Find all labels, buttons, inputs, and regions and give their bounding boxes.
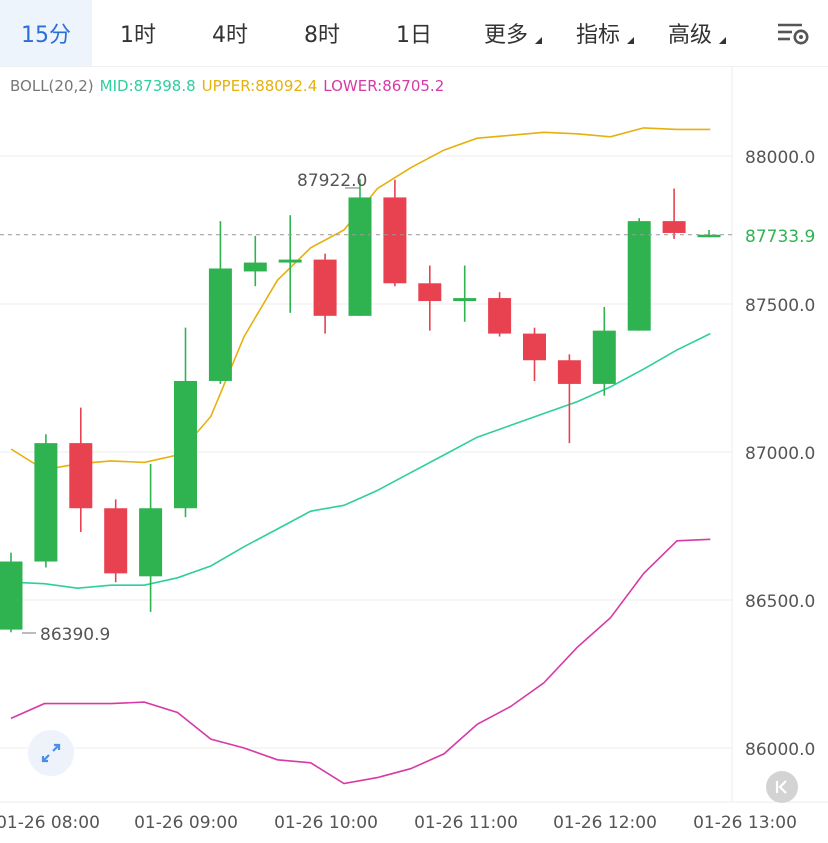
chart-settings-icon[interactable] xyxy=(776,18,810,48)
caret-icon xyxy=(719,37,726,44)
candle-body xyxy=(557,360,581,384)
boll-legend: BOLL(20,2) MID:87398.8 UPPER:88092.4 LOWER:… xyxy=(10,77,450,95)
candle-body xyxy=(34,443,58,562)
tab-4h[interactable]: 4时 xyxy=(184,0,276,66)
candle-body xyxy=(418,283,442,302)
x-tick-label: 01-26 12:00 xyxy=(553,813,657,833)
x-tick-label: 01-26 09:00 xyxy=(134,813,238,833)
tab-15m[interactable]: 15分 xyxy=(0,0,92,66)
boll-lower-label: LOWER:86705.2 xyxy=(323,77,445,95)
x-tick-label: 01-26 13:00 xyxy=(693,813,797,833)
x-tick-label: 01-26 10:00 xyxy=(274,813,378,833)
candle-body xyxy=(697,234,721,238)
boll-mid-label: MID:87398.8 xyxy=(99,77,196,95)
boll-lower-line xyxy=(10,538,711,785)
candle-body xyxy=(313,259,337,316)
tab-label: 15分 xyxy=(21,23,71,48)
candle-body xyxy=(383,197,407,284)
candle-body xyxy=(592,330,616,384)
tab-1d[interactable]: 1日 xyxy=(368,0,460,66)
candle-body xyxy=(662,221,686,233)
tab-label: 8时 xyxy=(304,23,340,48)
tab-1h[interactable]: 1时 xyxy=(92,0,184,66)
candle-body xyxy=(453,298,477,302)
candle-body xyxy=(208,268,232,381)
expand-icon[interactable] xyxy=(28,730,74,776)
tab-advanced[interactable]: 高级 xyxy=(644,0,736,66)
candle-body xyxy=(0,561,23,630)
x-tick-label: 01-26 08:00 xyxy=(0,813,100,833)
tab-label: 指标 xyxy=(575,23,620,48)
candle-body xyxy=(104,508,128,574)
y-tick-label: 87500.0 xyxy=(745,296,815,316)
candle-body xyxy=(348,197,372,316)
candle-body xyxy=(174,380,197,509)
boll-name: BOLL(20,2) xyxy=(10,77,94,95)
tab-8h[interactable]: 8时 xyxy=(276,0,368,66)
tab-label: 更多 xyxy=(483,23,528,48)
caret-icon xyxy=(535,37,542,44)
y-tick-label: 88000.0 xyxy=(745,148,815,168)
candle-body xyxy=(69,443,93,509)
y-tick-label: 86000.0 xyxy=(745,740,815,760)
tab-more[interactable]: 更多 xyxy=(460,0,552,66)
boll-upper-label: UPPER:88092.4 xyxy=(201,77,318,95)
max-price-label: 87922.0 xyxy=(297,171,367,191)
x-tick-label: 01-26 11:00 xyxy=(414,813,518,833)
last-price-label: 87733.9 xyxy=(745,227,815,247)
y-tick-label: 86500.0 xyxy=(745,592,815,612)
min-price-label: 86390.9 xyxy=(40,625,110,645)
tab-indicators[interactable]: 指标 xyxy=(552,0,644,66)
tab-label: 1时 xyxy=(120,23,156,48)
scroll-to-latest-icon[interactable] xyxy=(766,771,798,803)
candle-body xyxy=(627,221,651,331)
candle-body xyxy=(243,262,267,272)
y-tick-label: 87000.0 xyxy=(745,444,815,464)
candle-body xyxy=(139,508,163,577)
candle-body xyxy=(278,259,302,263)
boll-mid-line xyxy=(10,332,711,590)
timeframe-toolbar: 15分 1时 4时 8时 1日 更多 指标 高级 xyxy=(0,0,828,67)
caret-icon xyxy=(627,37,634,44)
tab-label: 1日 xyxy=(396,23,432,48)
tab-label: 高级 xyxy=(667,23,712,48)
tab-label: 4时 xyxy=(212,23,248,48)
candle-body xyxy=(523,333,546,361)
candle-body xyxy=(488,298,512,334)
